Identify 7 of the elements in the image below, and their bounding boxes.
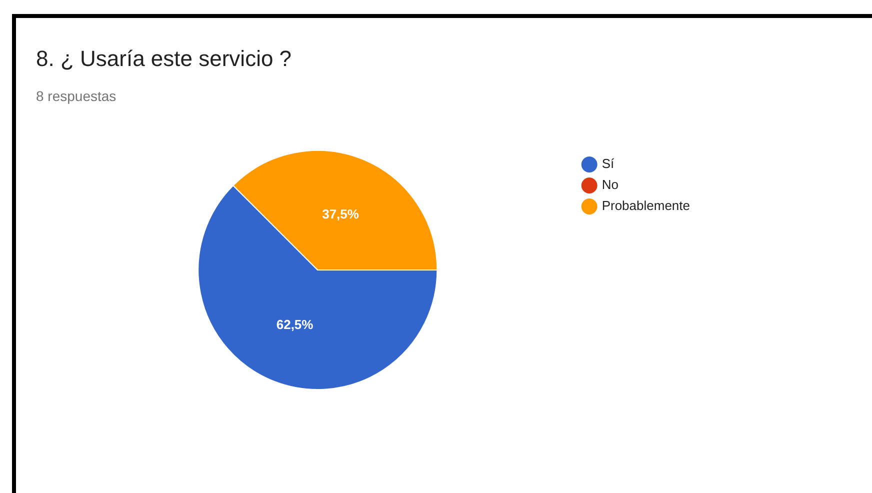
chart-title: 8. ¿ Usaría este servicio ? <box>36 46 292 72</box>
data-label: 62,5% <box>276 316 314 332</box>
text: 8 respuestas <box>36 88 116 104</box>
data-label: 37,5% <box>322 206 360 222</box>
legend-label: No <box>602 177 618 192</box>
legend-label: Sí <box>602 156 614 172</box>
legend-label: Probablemente <box>602 198 690 214</box>
